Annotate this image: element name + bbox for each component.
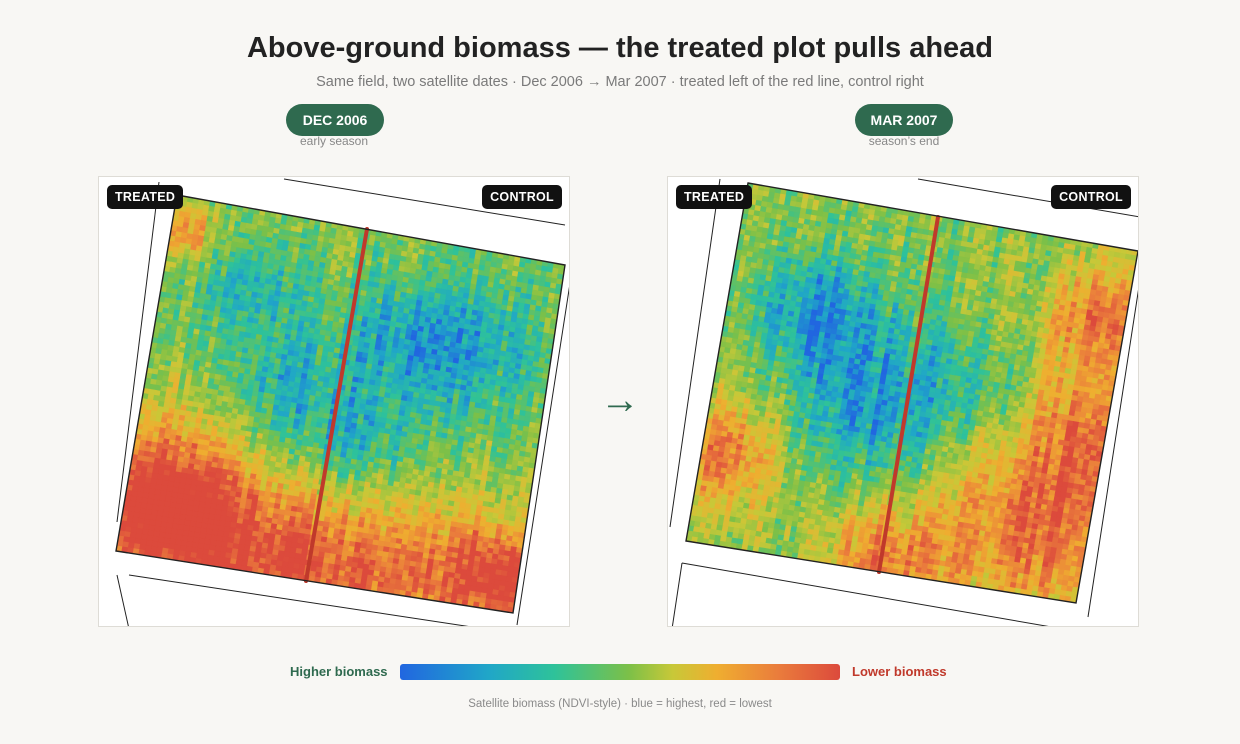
transition-arrow-icon: → (600, 378, 640, 422)
field-boundary-line (116, 574, 129, 626)
map-panel-mar-2007: TREATED CONTROL (667, 176, 1139, 627)
field-boundary-line (917, 178, 1138, 218)
biomass-map-mar-2007 (669, 178, 1138, 626)
date-note-mar-2007: season’s end (868, 134, 940, 148)
treatment-split-line (304, 227, 369, 583)
control-tag: CONTROL (482, 185, 562, 209)
field-boundary-line (116, 181, 160, 523)
field-boundary-line (283, 178, 566, 226)
field-boundary-line (669, 178, 721, 528)
legend-caption: Satellite biomass (NDVI-style) · blue = … (468, 698, 772, 710)
date-pill-mar-2007: MAR 2007 (855, 104, 953, 136)
biomass-map-dec-2006 (115, 178, 569, 626)
page-subtitle: Same field, two satellite dates · Dec 20… (316, 74, 924, 90)
biomass-raster (685, 182, 1138, 604)
field-boundary-line (671, 562, 683, 626)
treated-tag: TREATED (107, 185, 184, 209)
treated-tag: TREATED (676, 185, 753, 209)
legend-low-label: Lower biomass (852, 664, 947, 679)
field-outline (115, 194, 566, 614)
biomass-raster (115, 194, 566, 614)
field-boundary-line (516, 286, 569, 626)
control-tag: CONTROL (1051, 185, 1131, 209)
date-pill-dec-2006: DEC 2006 (286, 104, 384, 136)
date-note-dec-2006: early season (299, 134, 369, 148)
legend-color-ramp (400, 664, 840, 680)
field-boundary-line (1087, 289, 1138, 618)
field-boundary-line (128, 574, 469, 626)
map-panel-dec-2006: TREATED CONTROL (98, 176, 570, 627)
field-outline (685, 182, 1138, 604)
field-boundary-line (681, 562, 1049, 626)
legend-high-label: Higher biomass (290, 664, 388, 679)
page-title: Above-ground biomass — the treated plot … (246, 32, 994, 64)
treatment-split-line (877, 215, 940, 574)
